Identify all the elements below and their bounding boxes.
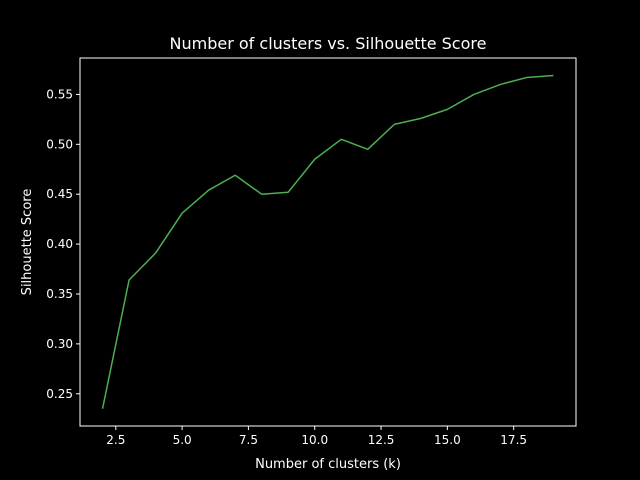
chart-title: Number of clusters vs. Silhouette Score <box>170 34 487 53</box>
x-tick-label: 15.0 <box>434 433 461 447</box>
y-tick-label: 0.45 <box>46 187 73 201</box>
x-tick-label: 10.0 <box>301 433 328 447</box>
x-axis: 2.5 5.0 7.5 10.0 12.5 15.0 17.5 <box>106 426 527 447</box>
plot-area <box>79 57 577 427</box>
y-tick-label: 0.35 <box>46 287 73 301</box>
x-tick-label: 12.5 <box>368 433 395 447</box>
x-tick-label: 17.5 <box>500 433 527 447</box>
x-axis-label: Number of clusters (k) <box>255 457 401 472</box>
y-tick-label: 0.55 <box>46 87 73 101</box>
series-line-0 <box>101 74 554 409</box>
x-tick-label: 2.5 <box>106 433 125 447</box>
x-tick-label: 5.0 <box>173 433 192 447</box>
y-tick-label: 0.30 <box>46 337 73 351</box>
y-tick-label: 0.25 <box>46 387 73 401</box>
axes-frame <box>79 57 577 427</box>
y-axis: 0.25 0.30 0.35 0.40 0.45 0.50 0.55 <box>46 87 80 401</box>
y-tick-label: 0.50 <box>46 137 73 151</box>
y-tick-label: 0.40 <box>46 237 73 251</box>
x-tick-label: 7.5 <box>239 433 258 447</box>
y-axis-label: Silhouette Score <box>20 189 35 296</box>
